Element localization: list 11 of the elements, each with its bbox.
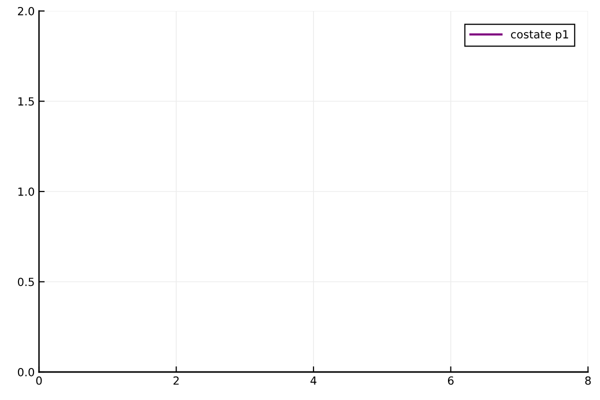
x-tick-label: 2 (174, 376, 179, 385)
y-tick-label: 0.0 (18, 368, 34, 376)
y-tick-label: 1.5 (18, 97, 34, 106)
x-tick-label: 4 (310, 376, 316, 385)
y-tick-label: 1.0 (18, 187, 34, 196)
y-tick-label: 2.0 (18, 6, 34, 16)
legend-label: costate p1 (511, 30, 568, 41)
x-tick-label: 0 (36, 376, 42, 385)
x-tick-label: 8 (585, 376, 591, 385)
y-tick-label: 0.5 (18, 278, 34, 286)
x-tick-label: 6 (448, 376, 454, 385)
